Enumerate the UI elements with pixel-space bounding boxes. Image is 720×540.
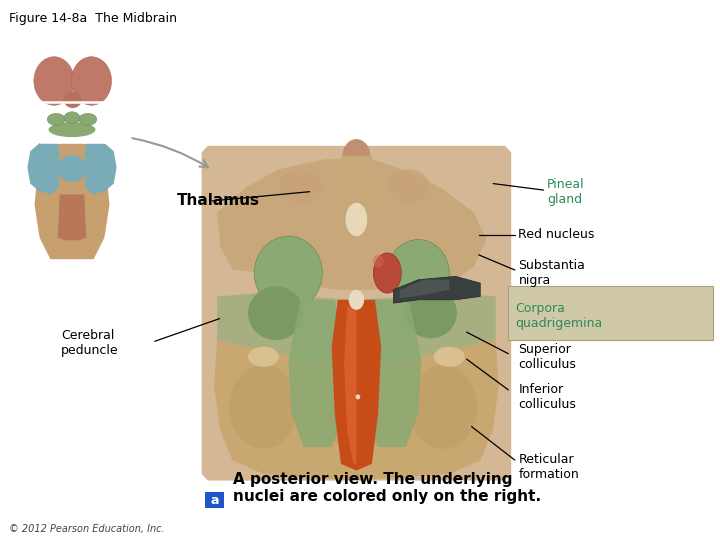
Ellipse shape	[248, 286, 304, 340]
Text: © 2012 Pearson Education, Inc.: © 2012 Pearson Education, Inc.	[9, 523, 164, 534]
Ellipse shape	[389, 169, 429, 202]
Bar	[41, 102, 104, 142]
Bar	[508, 286, 713, 340]
Text: Superior
colliculus: Superior colliculus	[518, 343, 576, 372]
Ellipse shape	[356, 394, 360, 400]
Text: Figure 14-8a  The Midbrain: Figure 14-8a The Midbrain	[9, 12, 176, 25]
Ellipse shape	[48, 113, 65, 125]
Ellipse shape	[79, 113, 96, 125]
Polygon shape	[202, 146, 511, 481]
Polygon shape	[335, 156, 378, 216]
Ellipse shape	[34, 57, 74, 105]
Ellipse shape	[71, 57, 112, 105]
Ellipse shape	[341, 164, 372, 188]
Ellipse shape	[279, 169, 323, 202]
Ellipse shape	[405, 288, 457, 338]
Text: Inferior
colliculus: Inferior colliculus	[518, 383, 576, 411]
Polygon shape	[214, 340, 499, 481]
Polygon shape	[85, 143, 117, 194]
Text: A posterior view. The underlying
nuclei are colored only on the right.: A posterior view. The underlying nuclei …	[233, 472, 541, 504]
Text: a: a	[210, 494, 219, 507]
Ellipse shape	[64, 112, 80, 124]
Ellipse shape	[58, 155, 86, 182]
Ellipse shape	[230, 365, 297, 449]
Polygon shape	[58, 194, 86, 240]
Text: Red nucleus: Red nucleus	[518, 228, 595, 241]
Polygon shape	[363, 300, 421, 447]
Polygon shape	[217, 159, 487, 290]
Polygon shape	[27, 143, 59, 194]
Text: Reticular
formation: Reticular formation	[518, 453, 579, 481]
Ellipse shape	[254, 236, 323, 310]
Polygon shape	[400, 280, 449, 298]
Ellipse shape	[373, 254, 384, 268]
Ellipse shape	[248, 347, 279, 367]
Polygon shape	[344, 307, 356, 464]
Polygon shape	[217, 293, 495, 363]
Ellipse shape	[63, 92, 82, 108]
Bar	[205, 492, 224, 508]
Polygon shape	[35, 143, 109, 259]
Text: Corpora
quadrigemina: Corpora quadrigemina	[515, 302, 602, 330]
Ellipse shape	[346, 202, 367, 236]
Text: Pineal
gland: Pineal gland	[547, 178, 585, 206]
Text: Substantia
nigra: Substantia nigra	[518, 259, 585, 287]
Ellipse shape	[343, 139, 370, 173]
Ellipse shape	[374, 253, 401, 293]
Polygon shape	[288, 300, 347, 447]
Ellipse shape	[328, 387, 384, 454]
Polygon shape	[332, 300, 381, 470]
Polygon shape	[394, 276, 480, 303]
Ellipse shape	[387, 240, 449, 307]
Ellipse shape	[348, 290, 364, 310]
Ellipse shape	[409, 365, 477, 449]
Ellipse shape	[48, 122, 95, 137]
Text: Cerebral
peduncle: Cerebral peduncle	[61, 329, 119, 357]
Text: Thalamus: Thalamus	[176, 193, 259, 208]
Ellipse shape	[433, 347, 465, 367]
